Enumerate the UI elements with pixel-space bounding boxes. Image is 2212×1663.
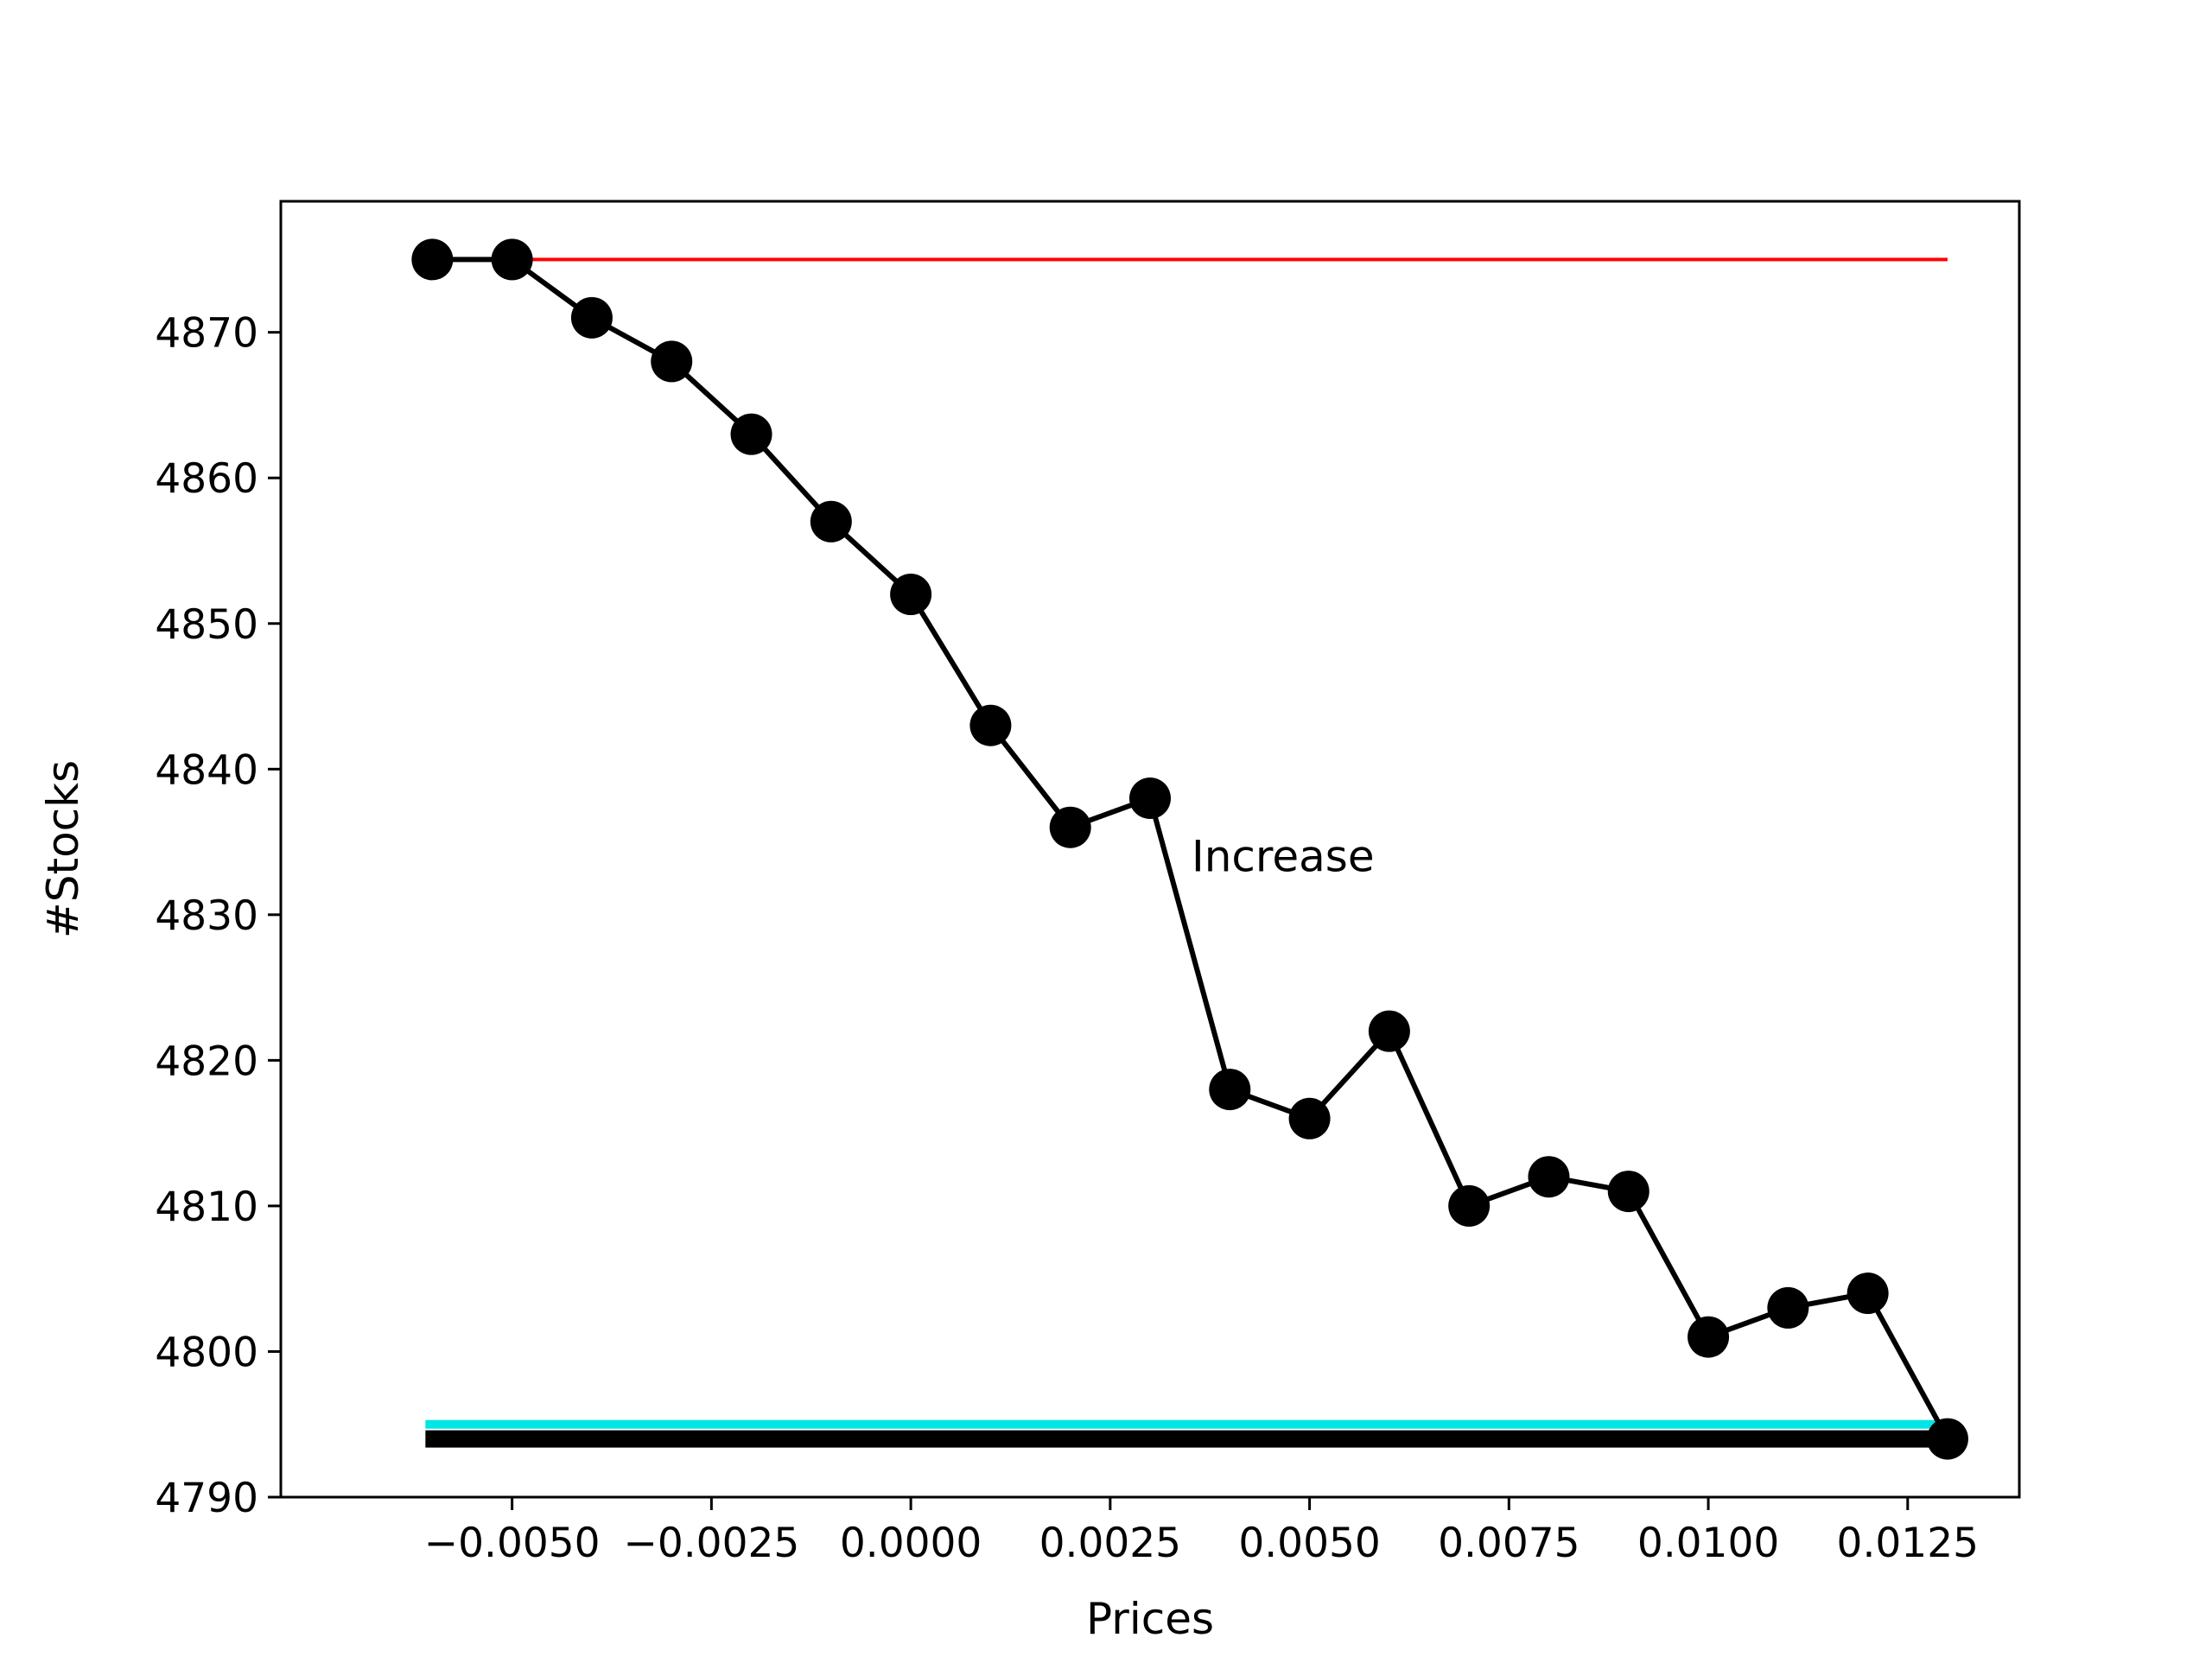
data-point-2 <box>570 296 613 339</box>
data-point-1 <box>491 238 533 281</box>
data-point-16 <box>1688 1316 1730 1358</box>
data-point-8 <box>1049 806 1091 848</box>
data-point-7 <box>969 704 1012 746</box>
x-tick-label: 0.0075 <box>1438 1520 1580 1567</box>
x-tick-label: 0.0000 <box>840 1520 982 1567</box>
y-tick-label: 4810 <box>155 1184 258 1231</box>
data-point-5 <box>810 500 852 543</box>
data-point-0 <box>411 238 454 281</box>
plot-frame <box>279 200 2021 1499</box>
data-point-10 <box>1209 1069 1251 1111</box>
y-axis-ticks: 4790 4800 4810 4820 4830 4840 4850 4860 4870 <box>155 310 281 1522</box>
data-point-4 <box>730 413 772 455</box>
data-point-13 <box>1448 1184 1491 1227</box>
data-point-19 <box>1926 1418 1968 1460</box>
data-point-15 <box>1607 1171 1649 1213</box>
data-point-17 <box>1767 1286 1809 1329</box>
data-point-14 <box>1528 1156 1570 1198</box>
y-tick-label: 4860 <box>155 455 258 503</box>
x-axis-ticks: −0.0050 −0.0025 0.0000 0.0025 0.0050 0.0075 0.… <box>424 1497 1979 1567</box>
y-tick-label: 4800 <box>155 1329 258 1376</box>
data-point-3 <box>651 340 693 383</box>
x-tick-label: 0.0125 <box>1837 1520 1979 1567</box>
x-tick-label: 0.0100 <box>1637 1520 1779 1567</box>
y-tick-label: 4840 <box>155 746 258 794</box>
x-tick-label: −0.0050 <box>424 1520 601 1567</box>
y-axis-title: #Stocks <box>38 760 88 938</box>
annotations: Increase <box>1192 831 1375 881</box>
x-tick-label: 0.0050 <box>1238 1520 1380 1567</box>
reference-lines <box>425 257 1948 1448</box>
annotation-text: Increase <box>1192 831 1375 881</box>
x-tick-label: −0.0025 <box>623 1520 799 1567</box>
y-tick-label: 4830 <box>155 892 258 940</box>
y-tick-label: 4790 <box>155 1475 258 1522</box>
y-tick-label: 4820 <box>155 1038 258 1085</box>
y-tick-label: 4850 <box>155 601 258 649</box>
x-tick-label: 0.0025 <box>1039 1520 1181 1567</box>
x-axis-title: Prices <box>1086 1594 1214 1644</box>
data-point-11 <box>1288 1097 1331 1139</box>
data-point-6 <box>890 574 932 616</box>
data-point-18 <box>1847 1273 1889 1315</box>
y-tick-label: 4870 <box>155 310 258 358</box>
data-point-9 <box>1129 778 1171 820</box>
markers-layer <box>411 238 1968 1460</box>
data-point-12 <box>1368 1010 1410 1052</box>
